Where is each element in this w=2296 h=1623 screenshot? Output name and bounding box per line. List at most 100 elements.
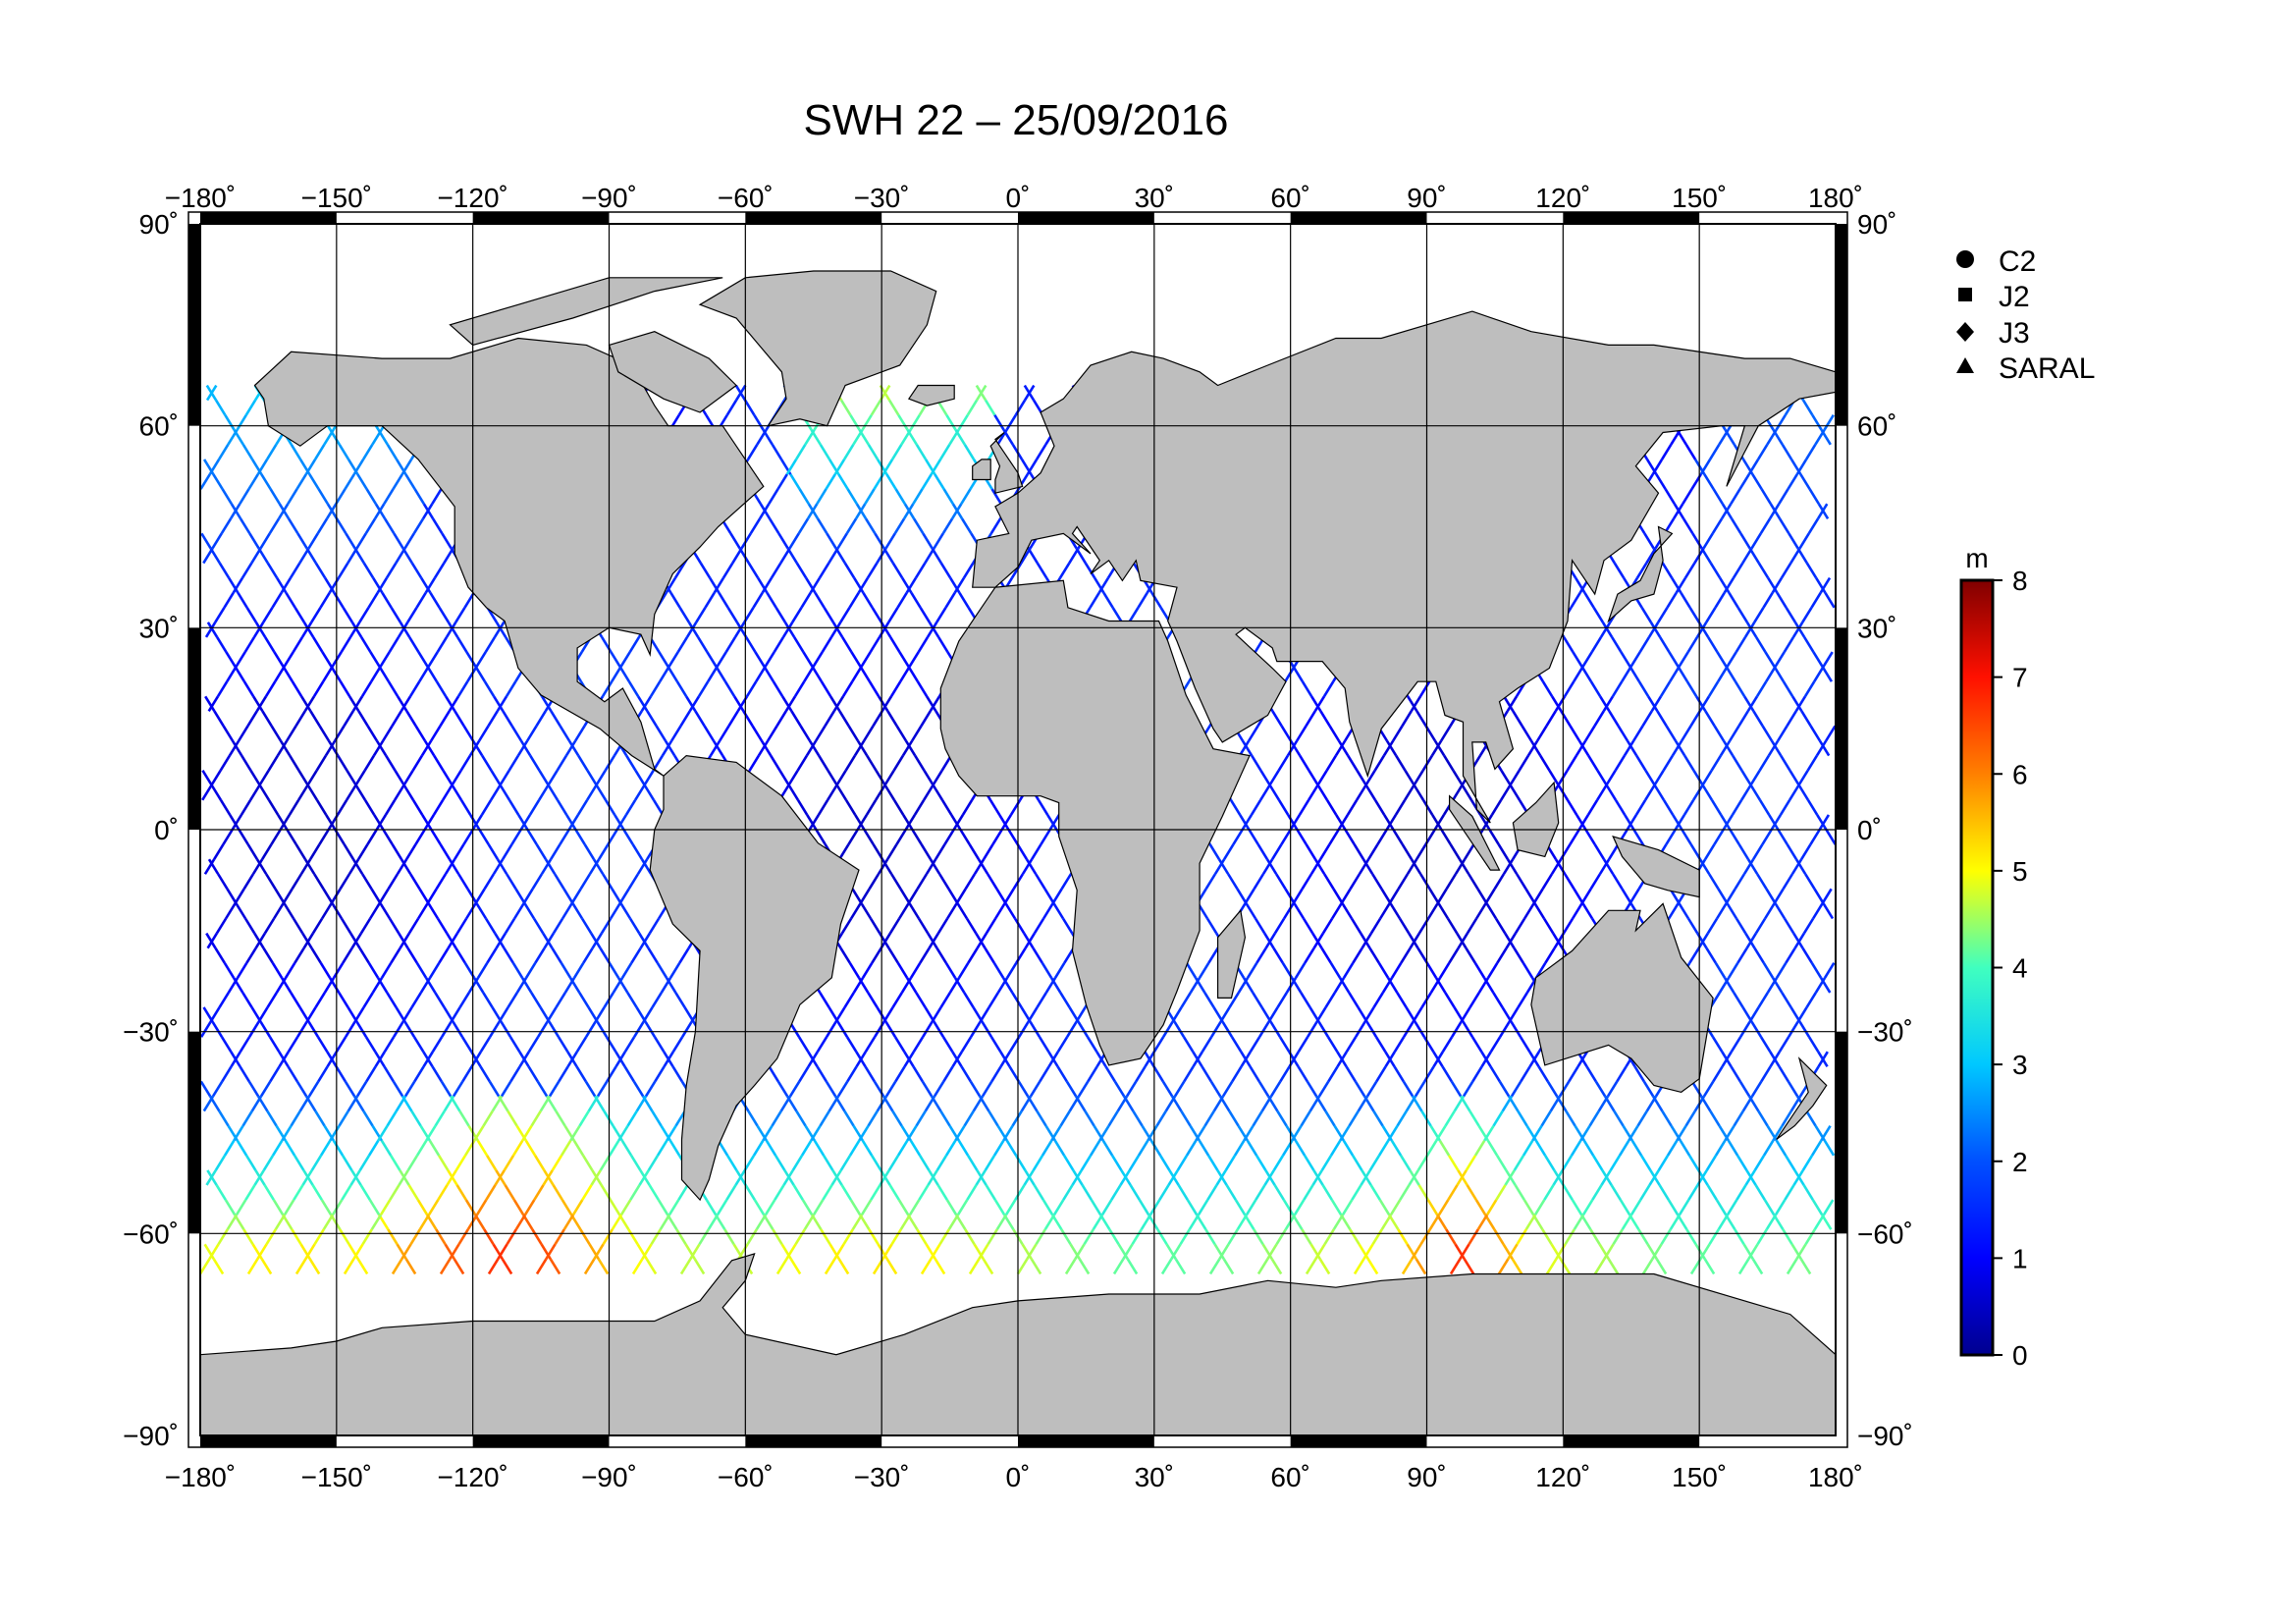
track-segment — [244, 1184, 256, 1201]
track-segment — [458, 1109, 470, 1127]
track-segment — [1345, 1036, 1358, 1053]
track-segment — [878, 622, 890, 638]
track-segment — [241, 992, 253, 1008]
track-segment — [1500, 784, 1512, 801]
track-segment — [629, 1184, 641, 1201]
track-segment — [322, 666, 334, 682]
track-segment — [222, 725, 235, 742]
track-segment — [703, 725, 716, 742]
track-segment — [369, 651, 381, 668]
track-segment — [941, 1036, 954, 1053]
track-segment — [726, 607, 739, 623]
track-segment — [1068, 1095, 1081, 1112]
track-segment — [1720, 503, 1733, 519]
track-segment — [240, 562, 253, 579]
track-segment — [1483, 1124, 1495, 1142]
track-segment — [1501, 1095, 1514, 1112]
track-segment — [1811, 414, 1823, 431]
track-segment — [685, 695, 697, 713]
track-segment — [419, 977, 432, 994]
track-segment — [1821, 888, 1833, 905]
track-segment — [1204, 1228, 1216, 1245]
track-segment — [916, 680, 929, 697]
track-segment — [1734, 1228, 1745, 1245]
track-segment — [1330, 1199, 1343, 1216]
track-segment — [340, 636, 352, 653]
track-segment — [1659, 680, 1672, 697]
track-segment — [1653, 784, 1666, 801]
track-segment — [1425, 1140, 1438, 1157]
track-segment — [1292, 666, 1305, 682]
track-segment — [436, 636, 449, 653]
track-segment — [251, 858, 264, 875]
track-segment — [1342, 1140, 1355, 1157]
track-segment — [1593, 843, 1606, 860]
track-segment — [1299, 754, 1310, 772]
track-segment — [800, 1140, 813, 1157]
track-segment — [870, 399, 882, 416]
track-segment — [1020, 1095, 1033, 1112]
track-segment — [254, 622, 267, 638]
track-segment — [1687, 1155, 1700, 1171]
track-segment — [484, 636, 497, 653]
track-segment — [655, 725, 667, 742]
track-segment — [503, 1155, 515, 1171]
track-segment — [1505, 932, 1517, 949]
track-segment — [948, 429, 960, 446]
track-segment — [797, 1036, 810, 1053]
track-segment — [587, 1095, 600, 1112]
track-segment — [880, 932, 891, 949]
track-segment — [1327, 1065, 1339, 1083]
track-segment — [1102, 592, 1114, 609]
track-segment — [1174, 1258, 1187, 1275]
track-segment — [1635, 562, 1648, 579]
track-segment — [773, 636, 785, 653]
track-segment — [1602, 858, 1615, 875]
track-segment — [316, 1036, 329, 1053]
land-greenland — [698, 270, 937, 427]
track-segment — [582, 947, 594, 964]
track-segment — [1238, 739, 1251, 757]
track-segment — [246, 843, 259, 860]
track-segment — [439, 843, 452, 860]
track-segment — [1466, 917, 1478, 935]
track-segment — [1346, 799, 1359, 816]
track-segment — [1328, 829, 1340, 845]
track-segment — [237, 592, 248, 609]
track-segment — [455, 1184, 467, 1201]
track-segment — [1571, 1199, 1583, 1216]
track-segment — [960, 517, 973, 535]
track-segment — [1736, 607, 1749, 623]
track-segment — [1060, 873, 1073, 891]
track-segment — [1298, 799, 1310, 816]
track-segment — [1541, 680, 1554, 697]
track-segment — [1465, 1155, 1477, 1171]
track-segment — [198, 1258, 211, 1275]
track-segment — [1252, 992, 1263, 1008]
track-segment — [915, 1109, 927, 1127]
track-segment — [1404, 784, 1415, 801]
track-segment — [885, 473, 897, 490]
track-segment — [1635, 754, 1647, 772]
track-segment — [1735, 917, 1747, 935]
track-segment — [1379, 902, 1391, 920]
track-segment — [805, 576, 817, 594]
track-segment — [893, 517, 906, 535]
track-segment — [355, 1021, 368, 1038]
track-segment — [1059, 992, 1071, 1008]
track-segment — [300, 695, 312, 713]
track-segment — [1746, 695, 1759, 713]
track-segment — [1484, 888, 1496, 905]
track-segment — [1041, 1140, 1053, 1157]
track-segment — [360, 636, 372, 653]
track-segment — [1266, 1243, 1278, 1261]
track-segment — [1699, 459, 1712, 475]
track-segment — [762, 1124, 774, 1142]
track-segment — [752, 592, 764, 609]
track-segment — [657, 1199, 669, 1216]
track-segment — [1503, 695, 1515, 713]
track-segment — [1758, 754, 1771, 772]
track-segment — [552, 1184, 563, 1201]
track-segment — [1778, 1065, 1789, 1083]
track-segment — [1430, 739, 1443, 757]
